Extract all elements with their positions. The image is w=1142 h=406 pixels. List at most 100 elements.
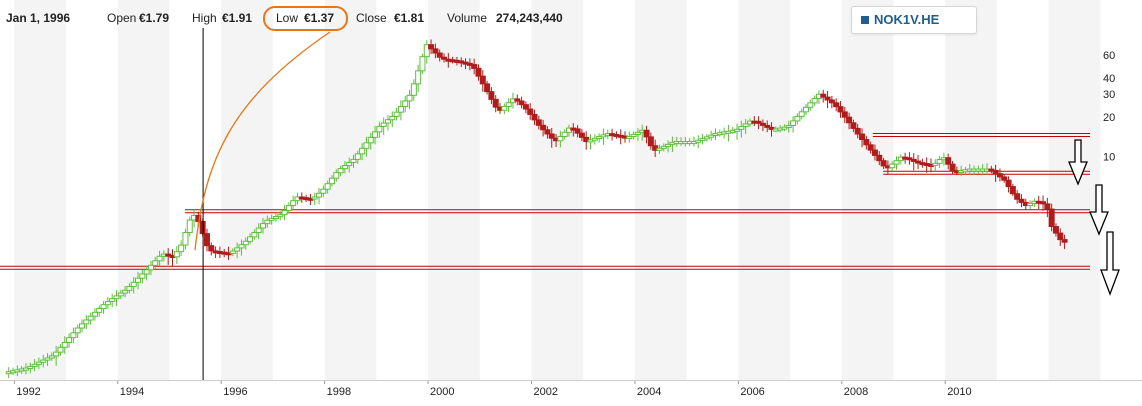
candle-body: [475, 67, 482, 77]
candles[interactable]: [5, 39, 1068, 379]
candle: [234, 242, 241, 259]
candle: [260, 217, 267, 234]
candle-body: [863, 139, 870, 146]
candle: [350, 154, 357, 168]
candle-body: [87, 315, 94, 321]
candle: [505, 98, 512, 112]
candle-body: [35, 361, 42, 365]
candle-body: [251, 231, 258, 238]
candle-body: [544, 129, 551, 135]
candle: [441, 53, 448, 63]
candle: [354, 150, 361, 164]
candle-body: [126, 285, 133, 291]
candle: [1052, 223, 1059, 237]
candle: [143, 265, 150, 281]
candle-body: [1027, 202, 1034, 207]
candle: [1061, 234, 1068, 250]
candle: [643, 125, 650, 144]
symbol-legend[interactable]: NOK1V.HE: [851, 6, 977, 34]
candle-body: [419, 56, 426, 72]
candle: [410, 79, 417, 101]
candle-body: [238, 244, 245, 249]
x-tick-label: 1994: [120, 386, 144, 398]
candle: [699, 133, 706, 145]
candle-body: [268, 217, 275, 221]
candle-body: [591, 137, 598, 141]
candle: [514, 94, 521, 106]
candle: [122, 285, 129, 298]
candle: [501, 103, 508, 115]
candle-body: [699, 138, 706, 142]
candle: [346, 157, 353, 173]
x-axis: 1992 1994 1996 1998 2000 2002 2004 2006 2008 2010: [13, 380, 972, 398]
candle: [561, 129, 568, 140]
candle-body: [328, 177, 335, 185]
candle: [406, 89, 413, 109]
candle: [945, 153, 952, 170]
candle-body: [186, 219, 193, 234]
candle: [57, 344, 64, 356]
header-volume-label: Volume: [447, 11, 487, 25]
candle-body: [910, 158, 917, 162]
candle-body: [540, 124, 547, 131]
candle: [380, 117, 387, 136]
candle-body: [70, 332, 77, 339]
candle-body: [104, 300, 111, 306]
candle: [841, 106, 848, 124]
candle-body: [1048, 208, 1055, 228]
candle: [316, 187, 323, 205]
candle: [759, 119, 766, 132]
candle: [423, 40, 430, 64]
candle-body: [436, 52, 443, 58]
candle: [277, 211, 284, 221]
candle: [790, 116, 797, 133]
candle-body: [376, 125, 383, 133]
candle-body: [40, 359, 47, 363]
candle-body: [44, 357, 51, 361]
candle-body: [234, 247, 241, 252]
year-band: [14, 0, 67, 380]
candle-body: [423, 44, 430, 58]
candle-body: [949, 163, 956, 172]
candle-body: [389, 115, 396, 121]
header-high-value: €1.91: [222, 11, 252, 25]
candle-body: [833, 102, 840, 108]
candle: [1009, 183, 1016, 197]
candle: [1040, 195, 1047, 211]
candle-body: [850, 122, 857, 129]
candle-body: [96, 307, 103, 313]
candle-body: [277, 214, 284, 218]
x-tick-label: 1998: [327, 386, 351, 398]
candle: [126, 283, 133, 294]
candle: [742, 118, 749, 134]
candle-body: [100, 304, 107, 309]
x-tick-label: 2010: [947, 386, 971, 398]
candle: [281, 204, 288, 221]
candle: [182, 228, 189, 250]
candle: [794, 113, 801, 125]
low-highlight-annotation: [263, 6, 348, 31]
candle: [535, 115, 542, 130]
candle: [854, 124, 861, 139]
y-tick-label: 10: [1103, 151, 1115, 163]
candle: [242, 237, 249, 250]
candle: [152, 257, 159, 270]
candle: [311, 192, 318, 205]
candle: [208, 242, 215, 256]
symbol-label: NOK1V.HE: [874, 12, 940, 27]
down-arrows: [1068, 139, 1120, 296]
candle-body: [48, 355, 55, 359]
candle: [79, 319, 86, 333]
candle: [867, 141, 874, 154]
candle: [135, 271, 142, 290]
candle: [703, 134, 710, 142]
year-band: [634, 0, 687, 380]
candle: [488, 87, 495, 105]
y-axis: 10 20 30 40 60: [1103, 50, 1115, 163]
series-color-swatch: [861, 16, 869, 24]
candle: [130, 277, 137, 294]
candle: [22, 363, 29, 375]
candle-body: [837, 106, 844, 113]
